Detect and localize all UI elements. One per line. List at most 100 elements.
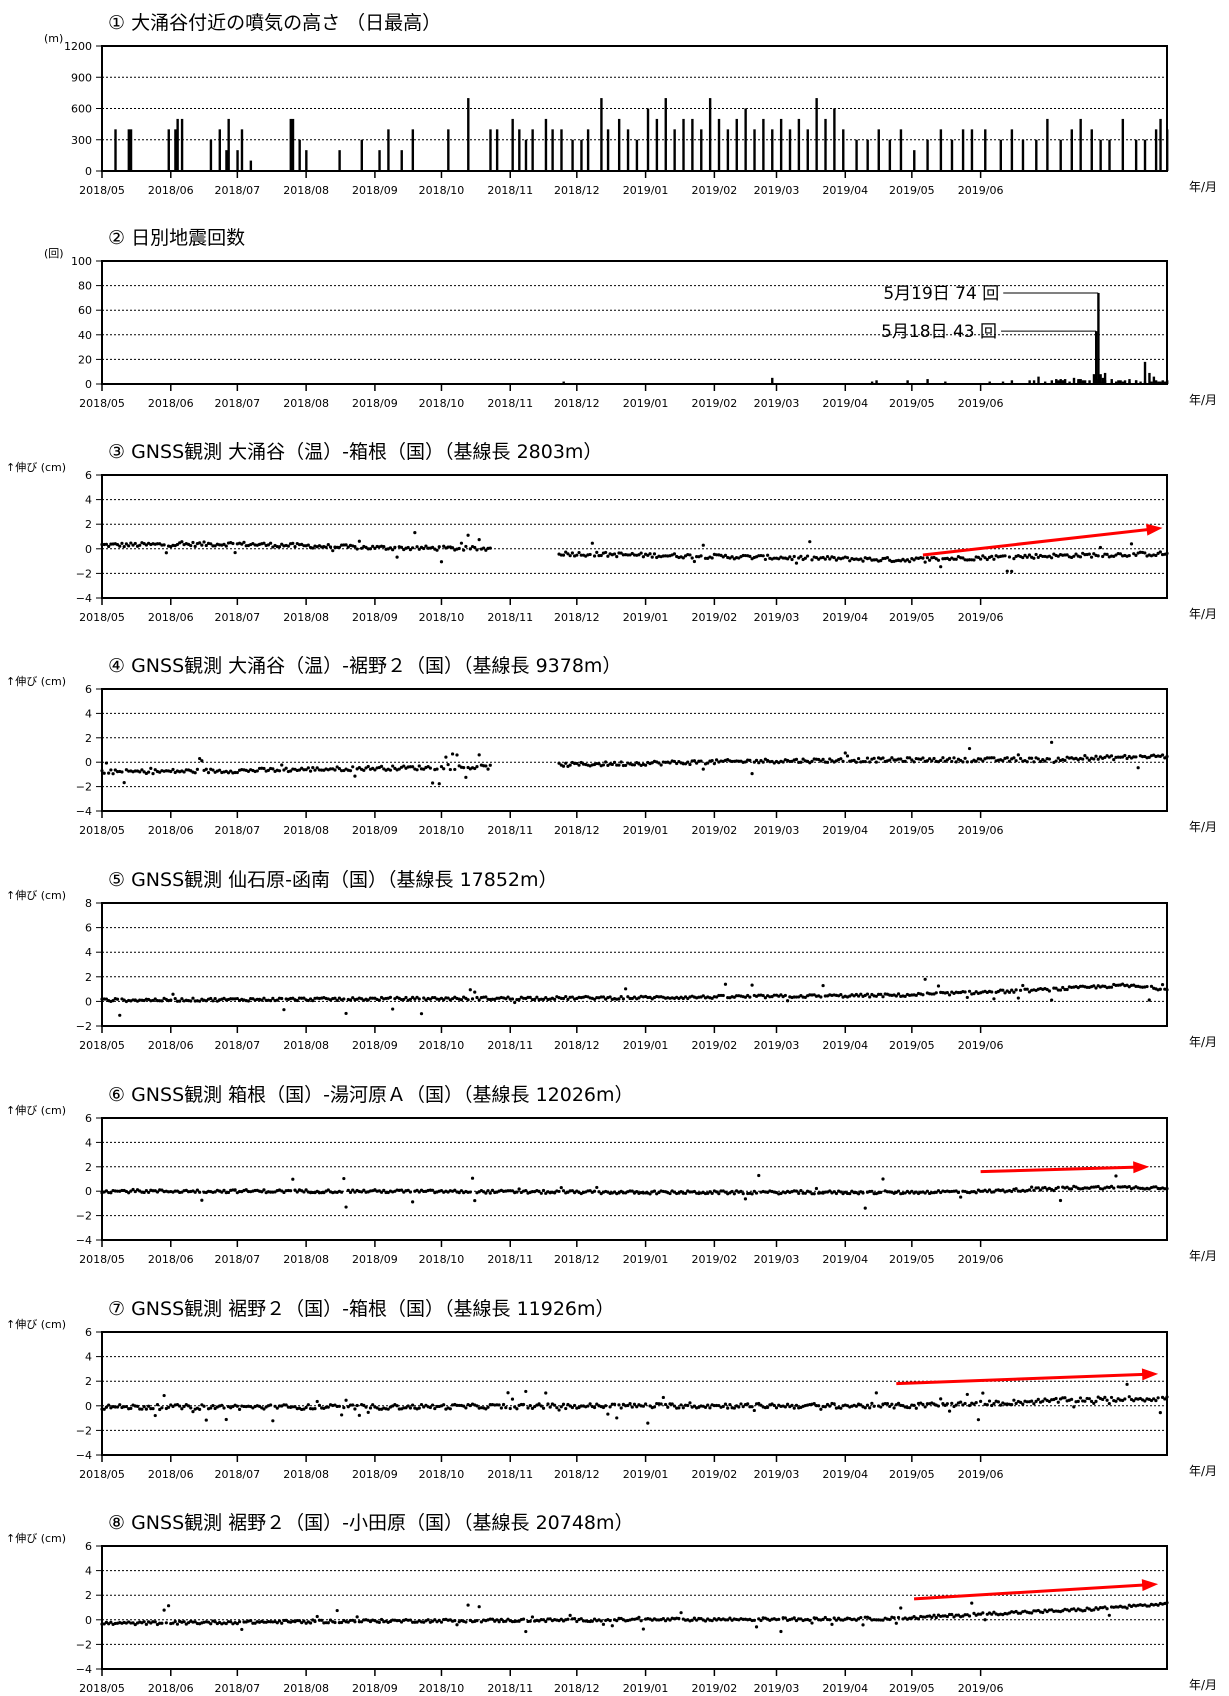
data-point bbox=[799, 760, 803, 764]
x-tick-label: 2018/12 bbox=[554, 1039, 600, 1052]
bar bbox=[855, 139, 858, 171]
data-point bbox=[1030, 1185, 1034, 1189]
data-point bbox=[277, 769, 282, 773]
annotation-label: 5月19日 74 回 bbox=[883, 284, 999, 304]
bar bbox=[899, 129, 903, 171]
data-point bbox=[896, 992, 901, 996]
data-point bbox=[954, 557, 958, 561]
data-point bbox=[271, 996, 275, 1000]
x-tick-label: 2018/09 bbox=[352, 1468, 398, 1481]
data-point bbox=[766, 1405, 770, 1409]
x-tick-label: 2018/06 bbox=[148, 1468, 194, 1481]
data-point bbox=[459, 1189, 464, 1193]
data-point bbox=[435, 767, 439, 771]
data-point bbox=[118, 544, 122, 548]
data-point bbox=[810, 759, 814, 763]
data-point bbox=[1147, 998, 1151, 1002]
x-axis-unit-label: 年/月 bbox=[1189, 180, 1217, 194]
data-point bbox=[856, 994, 861, 998]
data-point bbox=[1149, 984, 1154, 988]
data-point bbox=[186, 1404, 191, 1408]
data-point bbox=[759, 1618, 763, 1623]
data-point bbox=[262, 1188, 266, 1192]
data-point bbox=[235, 770, 239, 775]
data-point bbox=[1056, 988, 1060, 992]
data-point bbox=[799, 554, 803, 558]
data-point bbox=[535, 995, 539, 999]
data-point bbox=[1134, 755, 1138, 759]
x-tick-label: 2018/11 bbox=[487, 397, 533, 410]
data-point bbox=[488, 1402, 492, 1407]
data-point bbox=[1156, 1603, 1160, 1607]
data-point bbox=[439, 1189, 444, 1193]
data-point bbox=[308, 769, 313, 773]
data-point bbox=[202, 540, 206, 544]
data-point bbox=[626, 1403, 630, 1408]
data-point bbox=[714, 1403, 719, 1408]
data-point bbox=[537, 1189, 541, 1193]
data-point bbox=[908, 1406, 912, 1410]
data-point bbox=[1109, 985, 1114, 989]
x-tick-label: 2019/04 bbox=[822, 184, 868, 197]
data-point bbox=[344, 1205, 348, 1209]
y-tick-label: −4 bbox=[76, 592, 92, 605]
data-point bbox=[568, 1404, 572, 1408]
data-point bbox=[1010, 988, 1014, 992]
data-point bbox=[142, 1404, 146, 1409]
data-point bbox=[601, 1622, 606, 1626]
data-point bbox=[981, 759, 985, 763]
data-point bbox=[1034, 1399, 1038, 1403]
bar bbox=[1148, 372, 1151, 384]
data-point bbox=[402, 997, 406, 1002]
data-point bbox=[1001, 1188, 1005, 1192]
data-point bbox=[362, 1403, 366, 1407]
y-tick-label: −2 bbox=[76, 1424, 92, 1437]
data-point bbox=[304, 1405, 308, 1410]
data-point bbox=[302, 1407, 306, 1411]
data-point bbox=[533, 997, 537, 1001]
data-point bbox=[781, 760, 785, 764]
bar bbox=[167, 129, 170, 171]
data-point bbox=[295, 998, 299, 1003]
data-point bbox=[810, 1621, 814, 1625]
data-point bbox=[1085, 756, 1089, 760]
data-point bbox=[839, 1190, 843, 1194]
data-point bbox=[371, 544, 375, 548]
data-point bbox=[561, 764, 566, 768]
x-axis-unit-label: 年/月 bbox=[1189, 1035, 1217, 1049]
data-point bbox=[761, 993, 765, 998]
x-tick-label: 2018/08 bbox=[283, 184, 329, 197]
data-point bbox=[107, 544, 111, 549]
data-point bbox=[579, 1404, 583, 1408]
x-tick-label: 2018/12 bbox=[554, 184, 600, 197]
data-point bbox=[639, 1619, 643, 1623]
data-point bbox=[138, 770, 142, 774]
data-point bbox=[708, 1406, 712, 1410]
data-point bbox=[925, 759, 929, 763]
data-point bbox=[351, 765, 355, 769]
x-tick-label: 2018/05 bbox=[79, 1682, 125, 1695]
data-point bbox=[661, 1616, 665, 1621]
x-tick-label: 2018/09 bbox=[352, 824, 398, 837]
data-point bbox=[646, 1421, 650, 1425]
data-point bbox=[1041, 757, 1045, 762]
data-point bbox=[828, 1189, 832, 1193]
data-point bbox=[615, 555, 619, 559]
data-point bbox=[670, 1402, 674, 1406]
data-point bbox=[1103, 1605, 1107, 1609]
data-point bbox=[925, 1189, 929, 1193]
data-point bbox=[422, 546, 426, 551]
data-point bbox=[1036, 1186, 1040, 1190]
data-point bbox=[1030, 756, 1034, 760]
data-point bbox=[171, 1621, 175, 1625]
plot-frame bbox=[101, 1331, 1168, 1456]
x-tick-label: 2018/06 bbox=[148, 611, 194, 624]
data-point bbox=[490, 1188, 495, 1192]
data-point bbox=[155, 1190, 160, 1194]
data-point bbox=[723, 1402, 728, 1406]
data-point bbox=[845, 556, 850, 560]
data-point bbox=[280, 1621, 284, 1625]
data-point bbox=[750, 1405, 754, 1409]
data-point bbox=[748, 554, 752, 558]
data-point bbox=[237, 1620, 242, 1624]
